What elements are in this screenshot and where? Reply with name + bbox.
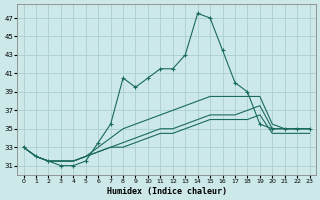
X-axis label: Humidex (Indice chaleur): Humidex (Indice chaleur)	[107, 187, 227, 196]
